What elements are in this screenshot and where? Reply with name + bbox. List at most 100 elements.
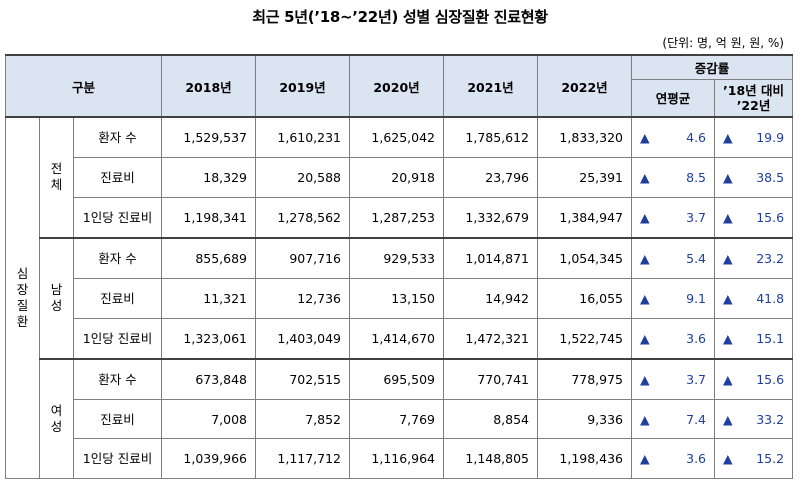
up-triangle-icon: ▲ bbox=[723, 290, 733, 306]
value-cell: 1,198,341 bbox=[161, 196, 257, 239]
value-cell: 1,529,537 bbox=[161, 116, 257, 159]
annual-avg-cell: ▲ 9.1 bbox=[631, 278, 716, 319]
group-label: 전체 bbox=[39, 116, 74, 239]
value-cell: 18,329 bbox=[161, 157, 257, 198]
annual-avg-cell: ▲ 3.6 bbox=[631, 438, 716, 479]
annual-avg-cell: ▲ 3.7 bbox=[631, 196, 716, 239]
up-triangle-icon: ▲ bbox=[640, 411, 650, 427]
value-cell: 778,975 bbox=[537, 357, 633, 400]
value-cell: 929,533 bbox=[349, 236, 445, 280]
vs-2018-cell: ▲ 15.6 bbox=[714, 357, 794, 400]
table-row: 진료비 18,329 20,588 20,918 23,796 25,391 ▲ 8.5 ▲ 38… bbox=[6, 157, 794, 198]
row-label: 진료비 bbox=[72, 157, 163, 198]
value-cell: 1,148,805 bbox=[443, 438, 539, 479]
annual-avg-cell: ▲ 4.6 bbox=[631, 116, 716, 159]
up-triangle-icon: ▲ bbox=[723, 209, 733, 225]
up-triangle-icon: ▲ bbox=[723, 411, 733, 427]
table-row: 1인당 진료비 1,039,966 1,117,712 1,116,964 1,148,… bbox=[6, 438, 794, 479]
value-cell: 1,014,871 bbox=[443, 236, 539, 280]
row-label: 환자 수 bbox=[72, 236, 163, 280]
value-cell: 25,391 bbox=[537, 157, 633, 198]
value-cell: 12,736 bbox=[255, 278, 351, 319]
value-cell: 1,054,345 bbox=[537, 236, 633, 280]
header-year-2020: 2020년 bbox=[349, 54, 445, 118]
header-year-2022: 2022년 bbox=[537, 54, 633, 118]
value-cell: 1,117,712 bbox=[255, 438, 351, 479]
vs-2018-cell: ▲ 15.6 bbox=[714, 196, 794, 239]
value-cell: 770,741 bbox=[443, 357, 539, 400]
value-cell: 855,689 bbox=[161, 236, 257, 280]
value-cell: 1,472,321 bbox=[443, 317, 539, 360]
header-vs-2018: ’18년 대비 ’22년 bbox=[714, 78, 794, 118]
vs-2018-cell: ▲ 23.2 bbox=[714, 236, 794, 280]
up-triangle-icon: ▲ bbox=[723, 169, 733, 185]
row-label: 진료비 bbox=[72, 398, 163, 440]
header-year-2018: 2018년 bbox=[161, 54, 257, 118]
value-cell: 8,854 bbox=[443, 398, 539, 440]
row-label: 진료비 bbox=[72, 278, 163, 319]
up-triangle-icon: ▲ bbox=[640, 209, 650, 225]
value-cell: 20,918 bbox=[349, 157, 445, 198]
unit-note: (단위: 명, 억 원, 원, %) bbox=[662, 36, 784, 50]
annual-avg-cell: ▲ 7.4 bbox=[631, 398, 716, 440]
up-triangle-icon: ▲ bbox=[640, 290, 650, 306]
value-cell: 1,039,966 bbox=[161, 438, 257, 479]
value-cell: 1,287,253 bbox=[349, 196, 445, 239]
table-row: 남성 환자 수 855,689 907,716 929,533 1,014,871 1,05… bbox=[6, 236, 794, 360]
header-category: 구분 bbox=[4, 54, 163, 118]
vs-2018-cell: ▲ 33.2 bbox=[714, 398, 794, 440]
table-row: 여성 환자 수 673,848 702,515 695,509 770,741 778,97… bbox=[6, 357, 794, 479]
vs-2018-cell: ▲ 15.2 bbox=[714, 438, 794, 479]
value-cell: 673,848 bbox=[161, 357, 257, 400]
row-label: 환자 수 bbox=[72, 357, 163, 400]
up-triangle-icon: ▲ bbox=[640, 371, 650, 387]
table-row: 심장질환 전체 환자 수 1,529,537 1,610,231 1,625,042 1,7… bbox=[5, 116, 794, 479]
value-cell: 1,414,670 bbox=[349, 317, 445, 360]
annual-avg-cell: ▲ 8.5 bbox=[631, 157, 716, 198]
annual-avg-cell: ▲ 3.6 bbox=[631, 317, 716, 360]
value-cell: 16,055 bbox=[537, 278, 633, 319]
row-label: 1인당 진료비 bbox=[72, 196, 163, 239]
up-triangle-icon: ▲ bbox=[723, 371, 733, 387]
vs-2018-cell: ▲ 19.9 bbox=[714, 116, 794, 159]
value-cell: 9,336 bbox=[537, 398, 633, 440]
up-triangle-icon: ▲ bbox=[640, 130, 650, 146]
up-triangle-icon: ▲ bbox=[723, 330, 733, 346]
value-cell: 695,509 bbox=[349, 357, 445, 400]
group-label: 여성 bbox=[39, 357, 74, 479]
table-row: 1인당 진료비 1,198,341 1,278,562 1,287,253 1,332,… bbox=[6, 196, 794, 239]
header-year-2019: 2019년 bbox=[255, 54, 351, 118]
up-triangle-icon: ▲ bbox=[640, 250, 650, 266]
annual-avg-cell: ▲ 5.4 bbox=[631, 236, 716, 280]
value-cell: 23,796 bbox=[443, 157, 539, 198]
vs-2018-cell: ▲ 41.8 bbox=[714, 278, 794, 319]
value-cell: 702,515 bbox=[255, 357, 351, 400]
value-cell: 907,716 bbox=[255, 236, 351, 280]
value-cell: 1,785,612 bbox=[443, 116, 539, 159]
up-triangle-icon: ▲ bbox=[723, 130, 733, 146]
value-cell: 1,610,231 bbox=[255, 116, 351, 159]
up-triangle-icon: ▲ bbox=[723, 451, 733, 467]
table-row: 진료비 11,321 12,736 13,150 14,942 16,055 ▲ 9.1 ▲ 41… bbox=[6, 278, 794, 319]
value-cell: 7,769 bbox=[349, 398, 445, 440]
statistics-table: 구분 2018년 2019년 2020년 2021년 2022년 증감률 연평균… bbox=[4, 54, 794, 479]
header-change-group: 증감률 bbox=[631, 54, 794, 80]
table-row: 진료비 7,008 7,852 7,769 8,854 9,336 ▲ 7.4 ▲ 33.2 bbox=[6, 398, 794, 440]
value-cell: 1,332,679 bbox=[443, 196, 539, 239]
up-triangle-icon: ▲ bbox=[723, 250, 733, 266]
row-label: 1인당 진료비 bbox=[72, 438, 163, 479]
value-cell: 7,852 bbox=[255, 398, 351, 440]
up-triangle-icon: ▲ bbox=[640, 330, 650, 346]
value-cell: 1,522,745 bbox=[537, 317, 633, 360]
value-cell: 1,833,320 bbox=[537, 116, 633, 159]
up-triangle-icon: ▲ bbox=[640, 169, 650, 185]
value-cell: 20,588 bbox=[255, 157, 351, 198]
value-cell: 11,321 bbox=[161, 278, 257, 319]
value-cell: 1,403,049 bbox=[255, 317, 351, 360]
value-cell: 1,278,562 bbox=[255, 196, 351, 239]
vs-2018-cell: ▲ 15.1 bbox=[714, 317, 794, 360]
value-cell: 1,198,436 bbox=[537, 438, 633, 479]
value-cell: 1,384,947 bbox=[537, 196, 633, 239]
value-cell: 1,323,061 bbox=[161, 317, 257, 360]
up-triangle-icon: ▲ bbox=[640, 451, 650, 467]
